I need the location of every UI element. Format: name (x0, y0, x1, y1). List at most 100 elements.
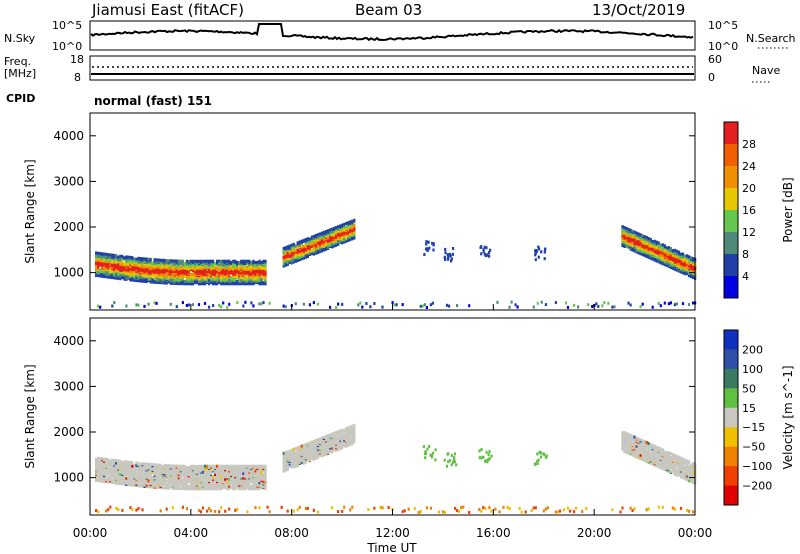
power-cell (97, 265, 100, 269)
velocity-cell (327, 434, 330, 438)
power-cell (353, 223, 356, 227)
power-cell (127, 260, 130, 264)
velocity-cell (292, 509, 295, 513)
power-cell (224, 271, 227, 275)
noise-right-label: N.Search (746, 32, 796, 45)
velocity-cell (282, 464, 285, 468)
velocity-cell (343, 505, 346, 509)
power-cell (127, 258, 130, 261)
power-cell (242, 281, 245, 285)
velocity-cell (135, 474, 138, 478)
velocity-cell (254, 487, 257, 491)
power-cell (647, 254, 650, 258)
power-cell (117, 267, 120, 271)
power-cell (143, 257, 146, 261)
velocity-cell (566, 506, 570, 510)
velocity-cell (308, 441, 311, 445)
power-cell (633, 246, 636, 249)
velocity-cell (462, 505, 465, 509)
power-ytick-label: 1000 (53, 266, 84, 280)
velocity-cell (460, 506, 463, 510)
power-cell (543, 250, 546, 254)
velocity-cell (282, 456, 285, 460)
power-cell (448, 304, 451, 308)
power-cell (423, 303, 426, 307)
power-cell (349, 220, 352, 224)
velocity-cell (109, 473, 112, 477)
velocity-cell (627, 432, 630, 436)
velocity-cell (353, 423, 356, 427)
power-cell (220, 276, 223, 280)
velocity-cell (324, 445, 328, 449)
velocity-cell (147, 462, 150, 466)
power-cell (222, 268, 225, 271)
velocity-cell (629, 449, 632, 453)
power-cell (647, 242, 650, 246)
velocity-cell (314, 452, 318, 456)
power-cell (119, 258, 122, 262)
power-cell (318, 232, 322, 236)
noise-right-tick-top: 10^5 (708, 19, 738, 32)
velocity-cell (127, 478, 130, 482)
power-cell (613, 305, 616, 309)
velocity-cell (623, 436, 626, 440)
power-cell (181, 279, 184, 283)
power-cell (659, 261, 662, 265)
velocity-cell (167, 470, 170, 474)
velocity-cell (556, 510, 560, 514)
power-cell (189, 272, 192, 276)
power-cell (171, 259, 174, 263)
velocity-cell (454, 506, 457, 510)
power-cell (236, 260, 239, 264)
power-cell (510, 300, 513, 304)
power-cell (351, 236, 354, 240)
power-cell (105, 252, 108, 256)
velocity-cell (232, 469, 235, 473)
power-cell (212, 259, 215, 263)
velocity-cell (97, 469, 100, 473)
power-cell (540, 300, 543, 304)
power-cell (304, 248, 307, 252)
velocity-cell (189, 476, 192, 480)
power-cell (193, 280, 197, 283)
velocity-cell (171, 470, 174, 474)
power-cell (320, 248, 324, 252)
power-colorbar-label: 12 (742, 226, 756, 239)
noise-left-tick-bot: 10^0 (52, 40, 82, 53)
noise-right-tick-bot: 10^0 (708, 40, 738, 53)
power-cell (216, 276, 219, 280)
velocity-cell (353, 440, 356, 444)
velocity-cell (425, 506, 428, 510)
velocity-cell (121, 478, 124, 482)
power-cell (314, 251, 318, 255)
velocity-cell (403, 509, 406, 513)
velocity-cell (575, 506, 578, 510)
power-cell (663, 244, 666, 248)
power-cell (183, 262, 186, 266)
power-cell (683, 254, 687, 258)
velocity-cell (129, 506, 132, 510)
power-cell (665, 246, 668, 250)
velocity-cell (429, 506, 432, 510)
power-cell (282, 246, 285, 250)
power-cell (314, 249, 318, 253)
power-cell (210, 281, 213, 285)
velocity-cell (381, 506, 384, 510)
power-cell (369, 305, 372, 309)
velocity-cell (456, 509, 459, 513)
velocity-cell (167, 472, 170, 476)
power-cell (692, 257, 695, 260)
power-cell (659, 253, 662, 257)
power-colorbar-swatch (724, 210, 738, 233)
velocity-cell (308, 449, 311, 453)
power-cell (119, 254, 122, 258)
power-cell (284, 246, 287, 250)
velocity-cell (631, 443, 634, 446)
velocity-cell (506, 505, 509, 509)
velocity-cell (417, 511, 420, 514)
velocity-cell (105, 457, 108, 461)
power-cell (675, 262, 678, 266)
power-cell (169, 302, 172, 306)
power-cell (677, 250, 681, 254)
power-cell (123, 256, 126, 260)
